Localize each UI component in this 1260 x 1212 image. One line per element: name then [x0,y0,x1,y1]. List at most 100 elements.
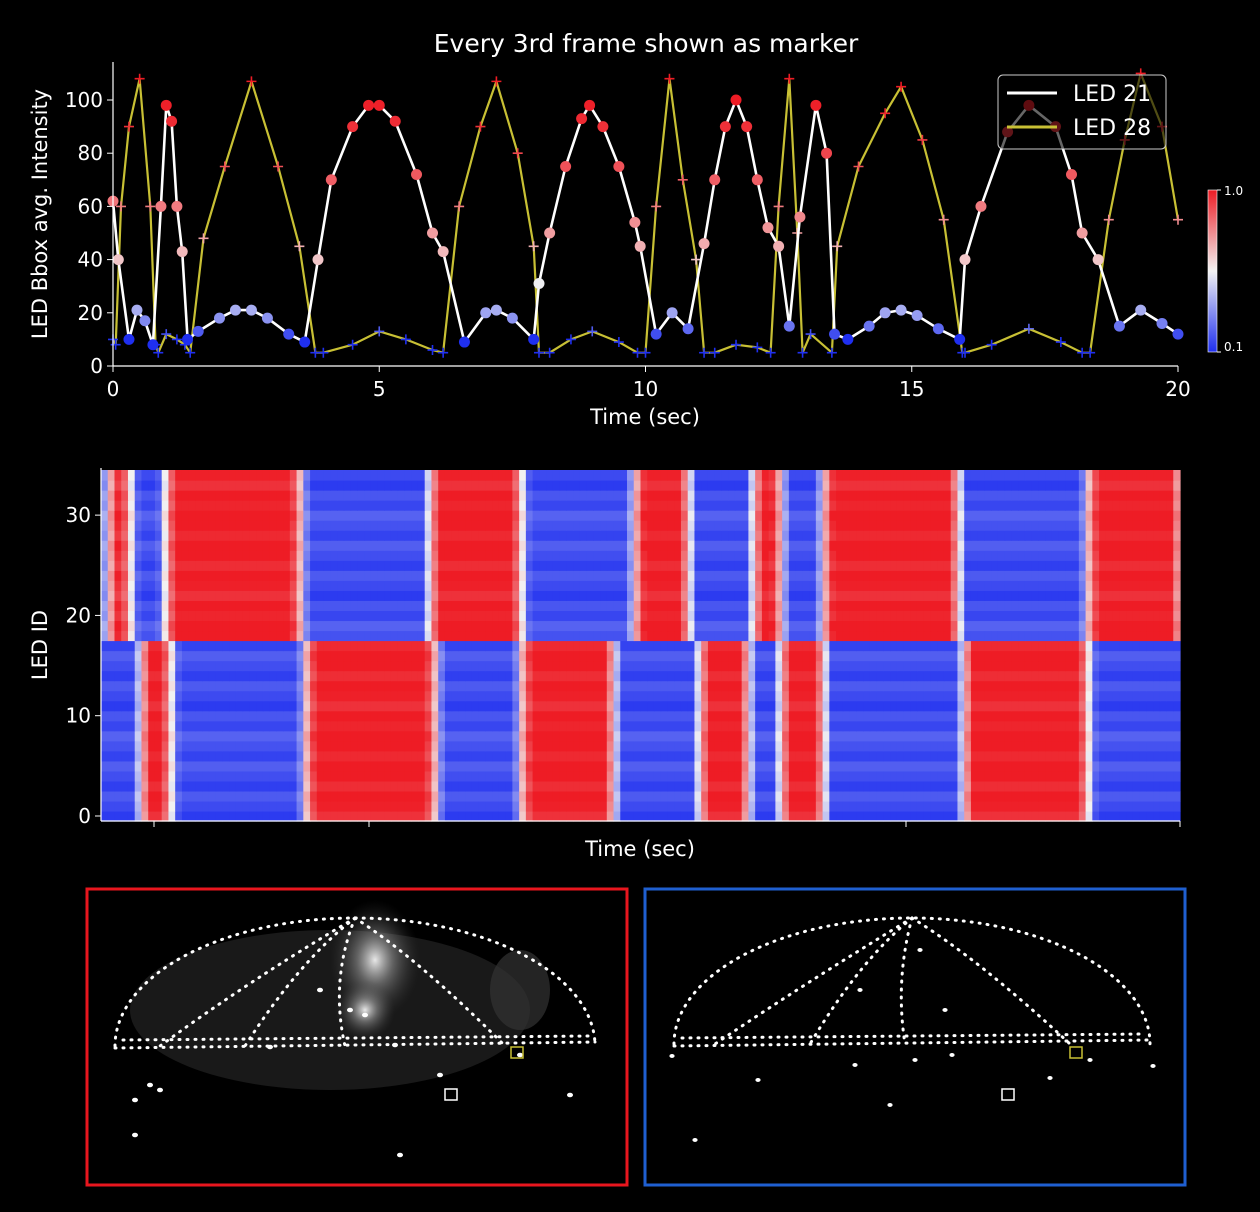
heatmap-cell [262,650,271,662]
heatmap-cell [1038,650,1046,662]
heatmap-cell [1166,690,1174,702]
heatmap-cell [579,730,588,742]
heatmap-cell [734,670,743,682]
heatmap-cell [276,540,284,551]
heatmap-cell [127,600,136,611]
heatmap-cell [883,700,891,712]
heatmap-cell [1011,630,1019,642]
heatmap-cell [1085,750,1093,762]
heatmap-cell [377,590,385,601]
heatmap-cell [141,610,149,622]
heatmap-cell [1139,650,1147,662]
heatmap-cell [296,620,304,632]
heatmap-cell [364,790,372,802]
heatmap-cell [822,570,830,581]
heatmap-cell [303,700,311,712]
heatmap-cell [202,750,210,762]
heatmap-cell [242,550,250,561]
heatmap-cell [337,580,345,591]
heatmap-cell [215,640,223,652]
heatmap-cell [566,660,574,672]
heatmap-cell [492,730,500,742]
heatmap-cell [134,650,143,662]
heatmap-cell [512,780,520,792]
heatmap-cell [478,580,486,591]
heatmap-cell [114,700,122,712]
heatmap-cell [384,650,392,662]
heatmap-cell [525,590,534,601]
heatmap-cell [465,580,473,591]
heatmap-cell [593,790,601,802]
data-point [765,347,776,358]
heatmap-cell [141,650,149,662]
heatmap-cell [1112,730,1120,742]
heatmap-cell [539,690,547,702]
heatmap-cell [525,580,534,591]
heatmap-cell [1105,520,1114,531]
heatmap-cell [1038,810,1046,822]
heatmap-cell [579,600,588,611]
heatmap-cell [451,570,460,581]
heatmap-cell [134,700,143,712]
heatmap-cell [593,710,601,722]
heatmap-cell [903,700,911,712]
heatmap-cell [903,760,911,772]
heatmap-cell [222,740,230,752]
heatmap-cell [269,520,277,531]
heatmap-cell [424,760,433,772]
heatmap-cell [208,760,217,772]
heatmap-cell [640,570,648,581]
heatmap-cell [1018,780,1026,792]
heatmap-cell [458,600,466,611]
heatmap-cell [404,560,412,571]
heatmap-cell [478,520,486,531]
heatmap-cell [660,770,669,782]
heatmap-cell [101,690,109,702]
heatmap-cell [364,610,372,622]
heatmap-cell [357,790,365,802]
heatmap-cell [1105,640,1114,652]
heatmap-cell [1166,720,1174,732]
heatmap-cell [984,700,992,712]
heatmap-cell [707,790,716,802]
heatmap-cell [593,780,601,792]
heatmap-cell [1112,710,1120,722]
heatmap-cell [1166,540,1174,551]
heatmap-cell [714,560,723,571]
heatmap-cell [161,710,170,722]
data-point [664,73,675,84]
heatmap-cell [896,760,905,772]
heatmap-cell [849,530,857,541]
heatmap-cell [883,710,891,722]
heatmap-cell [1105,550,1114,561]
heatmap-cell [788,590,797,601]
heatmap-cell [721,800,729,812]
heatmap-cell [937,680,945,692]
heatmap-cell [505,680,513,692]
heatmap-cell [512,590,520,601]
heatmap-cell [276,730,284,742]
heatmap-cell [256,540,264,551]
heatmap-cell [1045,670,1053,682]
heatmap-cell [532,760,540,772]
heatmap-cell [202,690,210,702]
heatmap-cell [728,680,736,692]
heatmap-cell [262,740,271,752]
heatmap-cell [498,530,507,541]
heatmap-cell [552,550,561,561]
heatmap-cell [890,590,898,601]
heatmap-cell [809,650,817,662]
heatmap-cell [1132,660,1141,672]
data-point [161,329,172,340]
heatmap-cell [761,810,770,822]
heatmap-cell [438,590,446,601]
heatmap-cell [775,750,783,762]
heatmap-cell [249,580,257,591]
heatmap-cell [1099,770,1107,782]
heatmap-cell [222,720,230,732]
heatmap-cell [1024,660,1033,672]
heatmap-cell [640,640,648,652]
heatmap-cell [1078,720,1087,732]
heatmap-cell [114,600,122,611]
heatmap-cell [687,590,696,601]
